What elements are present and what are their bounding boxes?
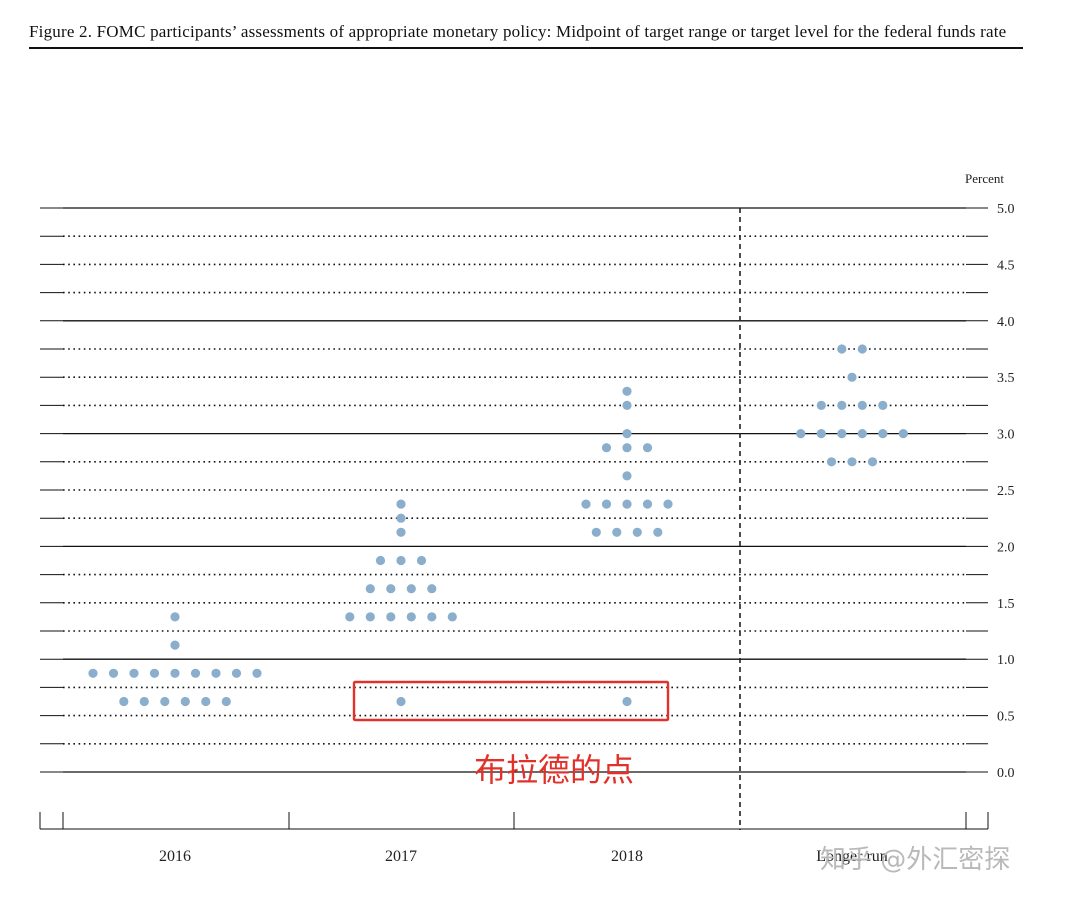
watermark-text: 知乎 @外汇密探 — [820, 845, 1010, 875]
participant-dot — [180, 696, 190, 707]
participant-dot — [622, 429, 632, 439]
y-tick-label: 4.5 — [997, 258, 1015, 273]
participant-dot — [622, 499, 632, 509]
participant-dot — [653, 527, 663, 537]
y-tick-label: 2.5 — [997, 484, 1015, 499]
participant-dot — [345, 612, 355, 622]
participant-dot — [396, 513, 406, 523]
participant-dot — [396, 527, 406, 537]
y-tick-label: 5.0 — [997, 202, 1015, 217]
y-tick-label: 0.0 — [997, 766, 1015, 781]
y-tick-label: 1.5 — [997, 597, 1015, 612]
x-category-label: Longer run — [816, 848, 888, 865]
participant-dot — [252, 668, 262, 678]
participant-dot — [632, 527, 642, 537]
participant-dot — [837, 400, 847, 410]
participant-dot — [396, 696, 406, 707]
participant-dot — [139, 696, 149, 707]
participant-dot — [108, 668, 119, 678]
participant-dot — [663, 499, 673, 509]
y-tick-label: 2.0 — [997, 540, 1015, 555]
participant-dot — [396, 555, 406, 566]
participant-dot — [581, 499, 591, 509]
participant-dot — [119, 696, 129, 707]
participant-dot — [170, 640, 180, 650]
participant-dot — [622, 443, 632, 453]
participant-dot — [160, 696, 170, 707]
participant-dot — [837, 429, 847, 439]
y-tick-label: 0.5 — [997, 710, 1015, 725]
participant-dot — [365, 612, 375, 622]
participant-dot — [386, 612, 396, 622]
participant-dot — [847, 372, 857, 382]
participant-dot — [427, 612, 437, 622]
participant-dot — [396, 499, 406, 509]
participant-dot — [796, 429, 806, 439]
figure-title: Figure 2. FOMC participants’ assessments… — [29, 19, 1023, 49]
y-tick-label: 3.0 — [997, 428, 1015, 443]
participant-dot — [149, 668, 160, 678]
participant-dot — [88, 668, 98, 678]
participant-dot — [847, 457, 857, 467]
participant-dot — [591, 527, 601, 537]
x-category-label: 2017 — [385, 848, 417, 865]
participant-dot — [622, 471, 632, 481]
y-tick-label: 3.5 — [997, 371, 1015, 386]
x-category-label: 2016 — [159, 848, 191, 865]
participant-dot — [601, 499, 612, 509]
participant-dot — [201, 696, 211, 707]
y-tick-label: 1.0 — [997, 653, 1015, 668]
participant-dot — [878, 400, 888, 410]
participant-dot — [416, 555, 427, 566]
participant-dot — [365, 584, 375, 594]
participant-dot — [816, 400, 826, 410]
participant-dot — [857, 429, 867, 439]
participant-dot — [170, 612, 180, 622]
y-axis-unit-label: Percent — [965, 171, 1004, 186]
participant-dot — [170, 668, 180, 678]
participant-dot — [622, 386, 632, 396]
y-tick-label: 4.0 — [997, 315, 1015, 330]
participant-dot — [190, 668, 201, 678]
participant-dot — [837, 344, 847, 354]
participant-dot — [622, 696, 632, 707]
participant-dot — [386, 584, 396, 594]
participant-dot — [211, 668, 221, 678]
participant-dot — [816, 429, 826, 439]
participant-dot — [898, 429, 908, 439]
participant-dot — [406, 584, 416, 594]
participant-dot — [622, 400, 632, 410]
participant-dot — [129, 668, 139, 678]
participant-dot — [375, 555, 386, 566]
participant-dot — [878, 429, 888, 439]
participant-dot — [642, 499, 653, 509]
participant-dot — [406, 612, 416, 622]
participant-dot — [642, 443, 653, 453]
participant-dot — [447, 612, 457, 622]
participant-dot — [612, 527, 622, 537]
participant-dot — [601, 443, 612, 453]
participant-dot — [221, 696, 231, 707]
participant-dot — [857, 400, 867, 410]
participant-dot — [857, 344, 867, 354]
participant-dot — [826, 457, 837, 467]
x-category-label: 2018 — [611, 848, 643, 865]
annotation-text: 布拉德的点 — [474, 751, 634, 789]
participant-dot — [231, 668, 242, 678]
participant-dot — [427, 584, 437, 594]
annotation-highlight-box — [352, 680, 670, 722]
participant-dot — [867, 457, 878, 467]
